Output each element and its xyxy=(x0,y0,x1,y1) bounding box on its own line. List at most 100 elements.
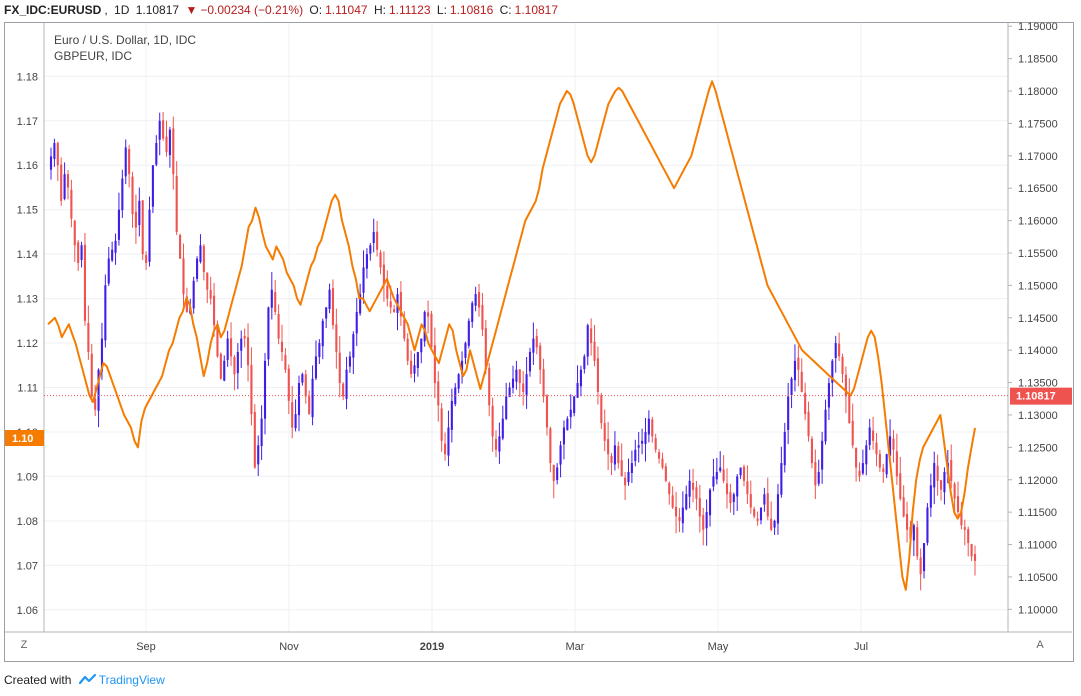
candle-body xyxy=(637,445,640,448)
candle-body xyxy=(270,289,273,308)
gbpeur-series-line[interactable] xyxy=(47,80,976,591)
candle-body xyxy=(287,368,290,401)
candle-body xyxy=(83,244,87,321)
candle-body xyxy=(759,507,763,521)
candle-body xyxy=(158,120,161,140)
candle-body xyxy=(885,454,888,475)
right-axis-tick-label: 1.19000 xyxy=(1018,21,1058,33)
candle-body xyxy=(922,543,926,572)
right-axis-tick-label: 1.18000 xyxy=(1018,86,1058,98)
candle-body xyxy=(498,436,501,452)
candle-body xyxy=(654,438,657,450)
tradingview-logo-icon[interactable] xyxy=(78,671,97,691)
interval[interactable]: 1D xyxy=(114,3,130,17)
candle-body xyxy=(410,360,413,375)
last-price: 1.10817 xyxy=(135,3,180,17)
candle-body xyxy=(151,165,154,207)
auto-scale-left-button[interactable]: Z xyxy=(20,639,28,651)
candle-body xyxy=(484,328,487,370)
candle-body xyxy=(705,511,708,529)
open-value: 1.11047 xyxy=(325,3,368,17)
candle-body xyxy=(335,324,338,352)
high-value: 1.11123 xyxy=(388,3,431,17)
candle-body xyxy=(549,428,552,464)
candle-body xyxy=(365,254,368,269)
candle-body xyxy=(804,392,807,415)
legend-compare-series[interactable]: GBPEUR, IDC xyxy=(54,49,133,63)
candle-body xyxy=(736,476,739,497)
candle-body xyxy=(477,292,481,308)
candle-body xyxy=(70,189,73,219)
legend-main-series[interactable]: Euro / U.S. Dollar, 1D, IDC xyxy=(54,33,197,47)
candle-body xyxy=(206,272,209,290)
chart-legend: Euro / U.S. Dollar, 1D, IDC GBPEUR, IDC xyxy=(54,32,196,64)
candle-body xyxy=(175,175,178,232)
candle-body xyxy=(899,473,902,499)
candle-body xyxy=(460,360,464,375)
candle-body xyxy=(800,371,803,392)
symbol-name[interactable]: FX_IDC:EURUSD xyxy=(4,3,102,17)
right-axis-tick-label: 1.14000 xyxy=(1018,345,1058,357)
candle-body xyxy=(770,518,773,530)
candle-body xyxy=(906,513,909,530)
candle-body xyxy=(379,252,382,268)
candle-body xyxy=(280,341,284,352)
right-axis-tick-label: 1.12000 xyxy=(1018,475,1058,487)
left-axis-tick-label: 1.15 xyxy=(17,205,38,217)
time-axis-label: Nov xyxy=(279,641,299,653)
candle-body xyxy=(172,128,175,175)
candle-body xyxy=(124,147,127,177)
candle-body xyxy=(872,430,875,441)
candle-body xyxy=(413,365,416,374)
candle-body xyxy=(950,460,953,481)
candle-body xyxy=(559,445,562,465)
candle-body xyxy=(49,156,53,170)
candle-body xyxy=(844,374,847,397)
candle-body xyxy=(963,527,966,530)
candle-body xyxy=(243,336,246,339)
candle-body xyxy=(522,383,525,392)
candle-body xyxy=(267,307,270,360)
candle-body xyxy=(209,290,212,299)
tradingview-brand[interactable]: TradingView xyxy=(98,673,165,687)
candle-body xyxy=(66,174,70,188)
auto-scale-right-button[interactable]: A xyxy=(1036,639,1044,651)
candle-body xyxy=(610,455,613,464)
candle-body xyxy=(185,296,188,312)
candle-body xyxy=(841,356,844,375)
candle-body xyxy=(719,467,722,471)
candle-body xyxy=(233,356,236,375)
candle-body xyxy=(511,378,515,388)
candle-body xyxy=(229,338,233,357)
candle-body xyxy=(858,470,861,477)
candle-body xyxy=(393,309,396,312)
open-label: O: xyxy=(309,3,323,17)
candle-body xyxy=(647,418,650,435)
candle-body xyxy=(916,527,919,557)
time-axis-label: 2019 xyxy=(420,641,444,653)
candle-body xyxy=(933,463,936,488)
left-axis-tick-label: 1.18 xyxy=(17,71,38,83)
candle-body xyxy=(929,485,932,508)
candle-body xyxy=(634,449,637,461)
candle-body xyxy=(583,356,586,369)
candle-body xyxy=(766,493,769,517)
price-change: −0.00234 (−0.21%) xyxy=(200,3,304,17)
candle-body xyxy=(372,231,375,244)
candle-body xyxy=(216,326,219,357)
candle-body xyxy=(488,367,491,406)
candle-body xyxy=(56,142,59,166)
candle-body xyxy=(590,328,593,344)
candle-body xyxy=(318,343,321,358)
candle-body xyxy=(773,520,776,528)
candle-body xyxy=(246,337,250,366)
candle-body xyxy=(641,440,644,444)
candle-body xyxy=(331,288,335,326)
candle-body xyxy=(202,245,205,272)
candle-body xyxy=(179,235,182,259)
candle-body xyxy=(746,481,749,495)
candle-body xyxy=(688,480,691,497)
candle-body xyxy=(263,360,267,419)
candle-body xyxy=(277,313,280,339)
